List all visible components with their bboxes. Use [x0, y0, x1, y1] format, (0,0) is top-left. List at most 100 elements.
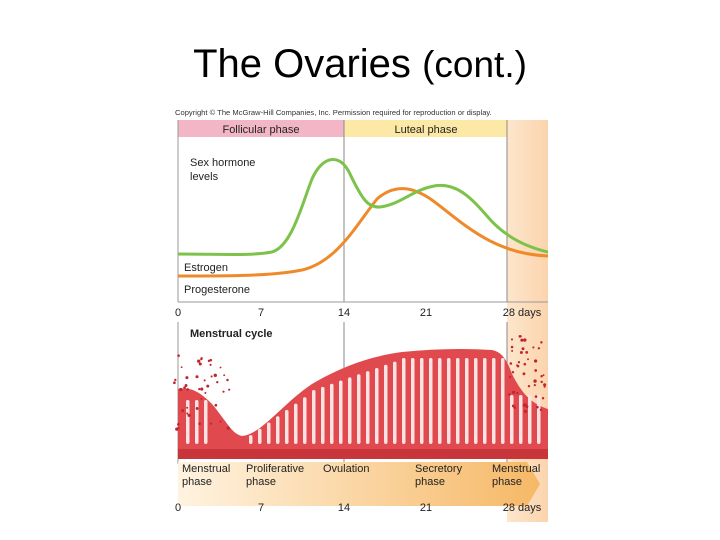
phase-menstrual-end-line1: Menstrual	[492, 463, 540, 475]
blood-dot	[219, 420, 222, 423]
gland-tube	[186, 400, 190, 444]
gland-tube	[465, 358, 469, 444]
blood-dot	[534, 369, 538, 372]
blood-dot	[540, 380, 543, 384]
gland-tube	[321, 386, 325, 444]
gland-tube	[429, 358, 433, 444]
gland-tube	[456, 358, 460, 444]
blood-dot	[222, 390, 225, 393]
blood-dot	[207, 359, 211, 363]
bottom-day-tick-28: 28 days	[503, 502, 542, 514]
luteal-phase-label: Luteal phase	[395, 124, 458, 136]
blood-dot	[186, 388, 189, 391]
blood-dot	[522, 404, 526, 407]
blood-dot	[532, 346, 535, 349]
blood-dot	[543, 385, 546, 388]
gland-tube	[339, 380, 343, 444]
phase-proliferative-line1: Proliferative	[246, 463, 304, 475]
blood-dot	[539, 408, 543, 412]
blood-dot	[209, 363, 212, 366]
cycle-progress-arrow	[178, 462, 540, 506]
blood-dot	[521, 347, 525, 351]
gland-tube	[528, 395, 532, 444]
luteal-phase-band	[344, 120, 507, 137]
cycle-panel-heading: Menstrual cycle	[190, 328, 273, 340]
menstrual-cycle-figure: Copyright © The McGraw-Hill Companies, I…	[172, 104, 548, 522]
bottom-day-tick-21: 21	[420, 502, 432, 514]
blood-dot	[533, 384, 536, 387]
gland-tube	[357, 374, 361, 444]
gland-tube	[366, 371, 370, 444]
blood-dot	[184, 384, 188, 387]
blood-dot	[200, 387, 204, 391]
blood-dot	[186, 406, 189, 409]
blood-dot	[213, 373, 217, 378]
blood-dot	[216, 380, 219, 384]
blood-dot	[517, 361, 521, 364]
blood-dot	[204, 391, 207, 395]
day-tick-7: 7	[258, 307, 264, 319]
gland-tube	[276, 416, 280, 444]
blood-dot	[198, 388, 201, 391]
blood-dot	[542, 374, 545, 377]
gland-tube	[393, 361, 397, 444]
blood-dot	[206, 384, 210, 388]
blood-dot	[537, 347, 541, 350]
slide-title-suffix: (cont.)	[422, 44, 527, 85]
blood-dot	[214, 403, 218, 407]
day-tick-28: 28 days	[503, 307, 542, 319]
blood-dot	[209, 422, 213, 425]
blood-dot	[523, 409, 528, 413]
endometrium-lining	[178, 348, 548, 449]
slide-title-main: The Ovaries	[193, 42, 411, 86]
hormone-heading-line1: Sex hormone	[190, 157, 255, 169]
blood-dot	[519, 335, 522, 338]
gland-tube	[249, 435, 253, 444]
blood-dot	[516, 364, 518, 367]
gland-tube	[303, 397, 307, 444]
hormone-heading-line2: levels	[190, 171, 219, 183]
phase-ovulation: Ovulation	[323, 463, 369, 475]
slide-title: The Ovaries (cont.)	[0, 42, 720, 87]
blood-dot	[186, 412, 189, 415]
endometrial-glands	[186, 358, 541, 444]
blood-dot	[533, 359, 538, 363]
blood-dot	[185, 376, 189, 380]
bottom-day-tick-7: 7	[258, 502, 264, 514]
gland-tube	[330, 383, 334, 444]
bottom-day-tick-14: 14	[338, 502, 350, 514]
day-tick-0: 0	[175, 307, 181, 319]
phase-secretory-line2: phase	[415, 476, 445, 488]
gland-tube	[492, 358, 496, 444]
phase-menstrual-start-line1: Menstrual	[182, 463, 230, 475]
blood-dot	[209, 358, 213, 362]
gland-tube	[348, 377, 352, 444]
gland-tube	[294, 403, 298, 444]
blood-dot	[536, 405, 539, 409]
blood-dot	[181, 409, 185, 413]
gland-tube	[312, 390, 316, 444]
blood-dot	[223, 374, 226, 377]
blood-dot	[173, 381, 176, 385]
blood-dot	[180, 366, 183, 369]
gland-tube	[474, 358, 478, 444]
blood-dot	[508, 393, 511, 396]
post-cycle-shade	[507, 120, 548, 522]
blood-dot	[198, 422, 201, 426]
blood-dot	[519, 351, 523, 355]
estrogen-curve	[177, 157, 548, 256]
blood-dot	[177, 422, 180, 426]
gland-tube	[402, 358, 406, 444]
blood-dot	[540, 341, 543, 344]
blood-dot	[508, 375, 512, 379]
gland-tube	[537, 395, 541, 444]
blood-dot	[174, 378, 177, 382]
endometrium-illustration	[173, 334, 548, 459]
blood-dot	[228, 388, 231, 391]
blood-dot	[523, 338, 527, 342]
blood-dot	[534, 395, 538, 398]
gland-tube	[420, 358, 424, 444]
phase-secretory-line1: Secretory	[415, 463, 463, 475]
blood-dot	[510, 338, 514, 341]
gland-tube	[285, 409, 289, 444]
